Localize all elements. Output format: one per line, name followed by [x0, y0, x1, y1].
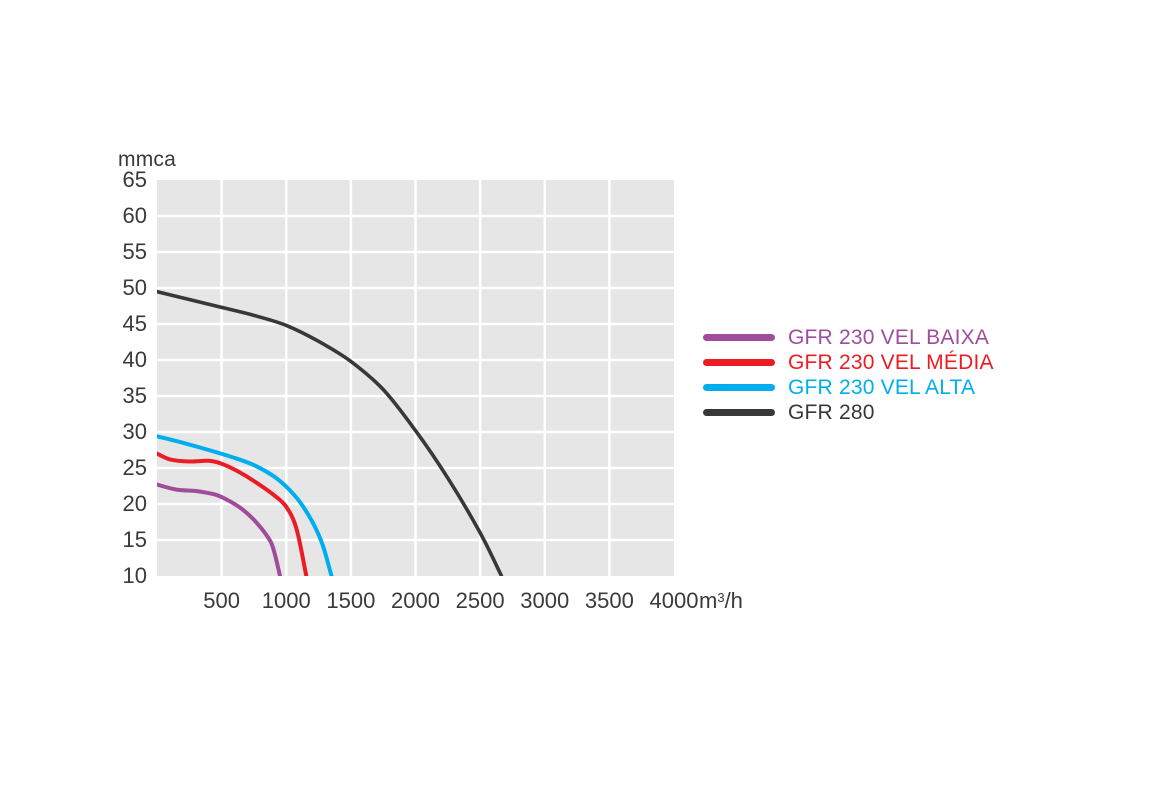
curve-gfr-230-vel-media: [157, 451, 309, 576]
x-tick-label: 3500: [584, 588, 634, 613]
x-unit-suffix: /h: [724, 588, 743, 613]
y-tick-label: 55: [122, 239, 147, 264]
legend-swatch-gfr-230-vel-baixa: [703, 334, 775, 341]
y-tick-label: 65: [122, 167, 147, 192]
x-tick-label: 500: [203, 588, 240, 613]
legend-item-gfr-230-vel-baixa: GFR 230 VEL BAIXA: [703, 325, 994, 350]
curve-gfr-230-vel-alta: [157, 434, 334, 576]
curve-gfr-280: [157, 289, 504, 576]
legend-label-gfr-230-vel-media: GFR 230 VEL MÉDIA: [788, 350, 994, 374]
x-tick-label: 1500: [326, 588, 376, 613]
curve-gfr-230-vel-baixa: [157, 482, 282, 576]
y-tick-label: 60: [122, 203, 147, 228]
y-tick-label: 15: [122, 527, 147, 552]
legend-item-gfr-230-vel-media: GFR 230 VEL MÉDIA: [703, 350, 994, 375]
x-tick-label: 1000: [261, 588, 311, 613]
x-tick-label: 2500: [455, 588, 505, 613]
legend-label-gfr-230-vel-baixa: GFR 230 VEL BAIXA: [788, 325, 990, 349]
y-axis-unit-label: mmca: [118, 148, 176, 171]
x-tick-label: 4000: [649, 588, 699, 613]
y-tick-label: 45: [122, 311, 147, 336]
legend-swatch-gfr-230-vel-alta: [703, 384, 775, 391]
plot-area: [157, 180, 674, 576]
plot-canvas: [157, 180, 674, 576]
legend-label-gfr-280: GFR 280: [788, 400, 875, 424]
legend-swatch-gfr-280: [703, 409, 775, 416]
legend-item-gfr-280: GFR 280: [703, 400, 994, 425]
y-tick-label: 40: [122, 347, 147, 372]
x-unit-exponent: 3: [717, 590, 725, 605]
y-tick-label: 25: [122, 455, 147, 480]
y-tick-label: 35: [122, 383, 147, 408]
y-tick-label: 50: [122, 275, 147, 300]
legend-swatch-gfr-230-vel-media: [703, 359, 775, 366]
legend-label-gfr-230-vel-alta: GFR 230 VEL ALTA: [788, 375, 976, 399]
legend-item-gfr-230-vel-alta: GFR 230 VEL ALTA: [703, 375, 994, 400]
y-tick-label: 20: [122, 491, 147, 516]
legend: GFR 230 VEL BAIXA GFR 230 VEL MÉDIA GFR 23…: [703, 325, 994, 425]
x-tick-label: 3000: [520, 588, 570, 613]
y-tick-label: 10: [122, 563, 147, 588]
y-tick-label: 30: [122, 419, 147, 444]
x-axis-unit-label: m3/h: [699, 588, 743, 614]
x-tick-label: 2000: [391, 588, 440, 613]
x-unit-base: m: [699, 588, 718, 613]
